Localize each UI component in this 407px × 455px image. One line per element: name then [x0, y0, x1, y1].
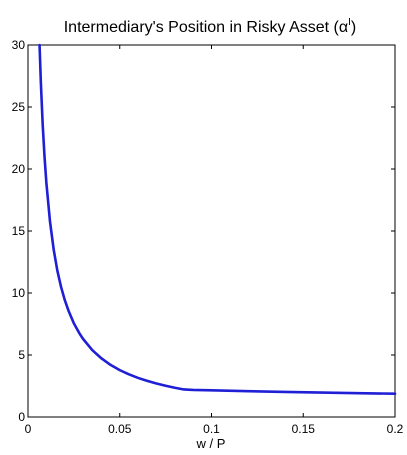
- chart-title: Intermediary's Position in Risky Asset (…: [64, 17, 357, 36]
- y-tick-label: 30: [12, 38, 26, 52]
- y-axis-ticks: 0 5 10 15 20 25 30: [12, 38, 395, 424]
- y-tick-label: 10: [12, 286, 26, 300]
- x-tick-label: 0.15: [292, 422, 316, 436]
- chart-title-close: ): [351, 19, 356, 36]
- x-tick-label: 0.05: [108, 422, 132, 436]
- x-axis-label: w / P: [196, 436, 226, 451]
- chart-title-main: Intermediary's Position in Risky Asset (…: [64, 19, 348, 36]
- x-tick-label: 0: [25, 422, 32, 436]
- plot-frame: [27, 44, 396, 418]
- y-tick-label: 20: [12, 162, 26, 176]
- y-tick-label: 5: [18, 348, 25, 362]
- x-axis-ticks: 0 0.05 0.1 0.15 0.2: [25, 45, 404, 436]
- chart-title-superscript: I: [348, 17, 351, 28]
- x-tick-label: 0.2: [387, 422, 404, 436]
- y-tick-label: 25: [12, 100, 26, 114]
- y-tick-label: 15: [12, 224, 26, 238]
- y-tick-label: 0: [18, 410, 25, 424]
- series-line: [38, 43, 397, 395]
- x-tick-label: 0.1: [203, 422, 220, 436]
